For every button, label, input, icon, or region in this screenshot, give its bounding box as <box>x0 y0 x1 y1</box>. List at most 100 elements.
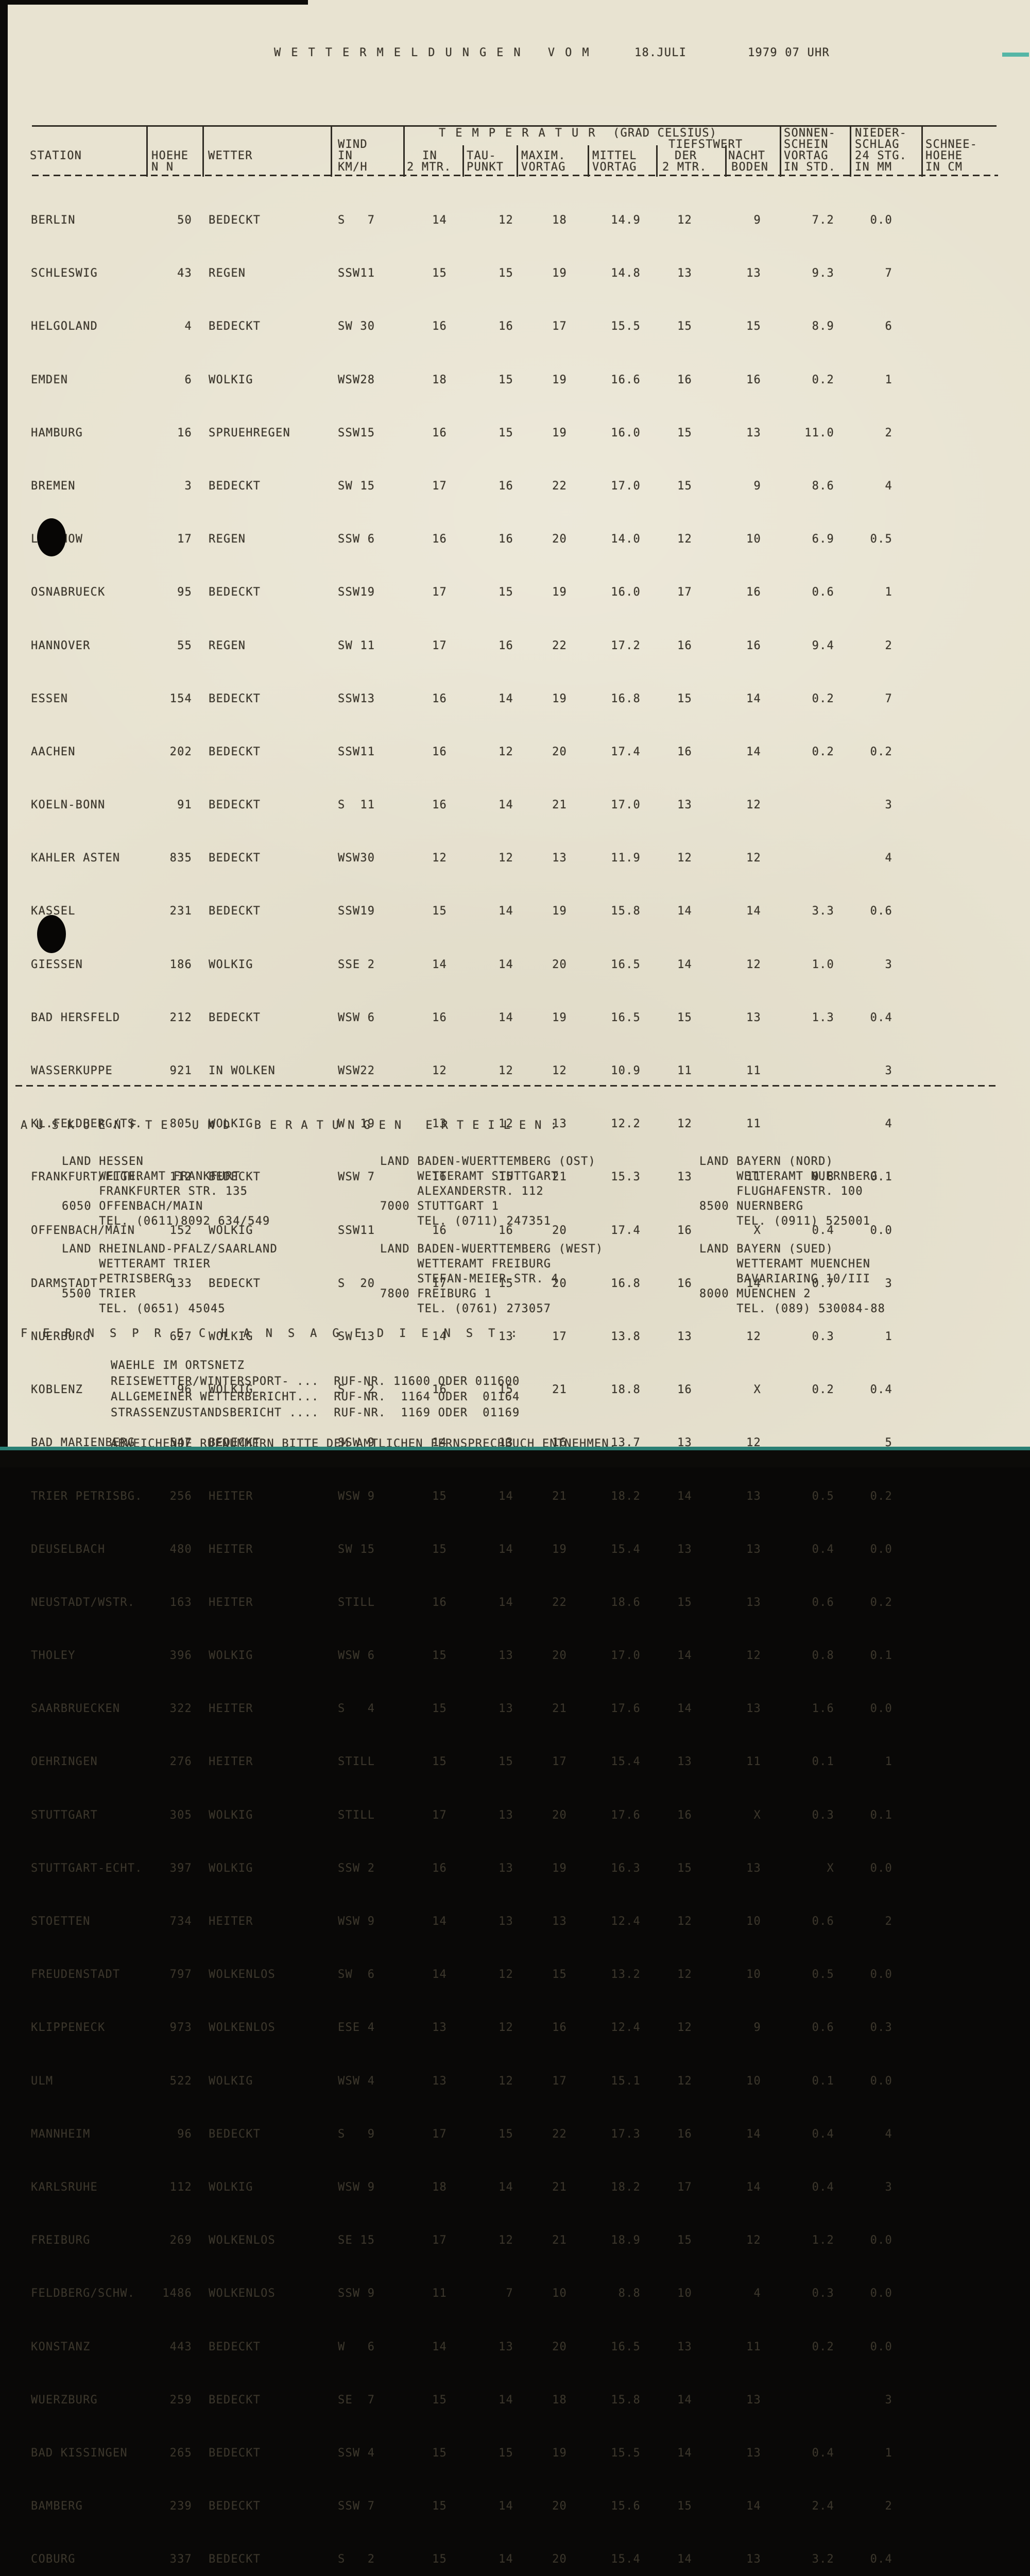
cell-wetter: BEDECKT <box>209 799 261 812</box>
cell-niederschlag: 0.0 <box>870 1702 892 1716</box>
cell-maxim-vortag: 20 <box>552 958 567 971</box>
cell-schneehoehe <box>921 1596 997 1610</box>
cell-tiefst-2mtr: 13 <box>677 799 692 812</box>
cell-wetter: BEDECKT <box>209 479 261 493</box>
table-row: BERLIN 50 BEDECKT S 7 14 12 18 14.9 12 9… <box>21 213 997 228</box>
cell-hoehe: 202 <box>169 745 192 758</box>
cell-taupunkt: 15 <box>499 2446 513 2460</box>
cell-hoehe: 3 <box>184 479 192 493</box>
cell-tiefst-2mtr: 12 <box>677 1915 692 1928</box>
cell-station: FREIBURG <box>31 2234 91 2247</box>
cell-maxim-vortag: 18 <box>552 2393 567 2406</box>
office-block-hessen: LAND HESSEN WETTERAMT FRANKFURT FRANKFUR… <box>62 1155 270 1228</box>
cell-sonnenschein: 2.4 <box>812 2500 834 2513</box>
cell-hoehe: 50 <box>177 214 192 227</box>
cell-station: STUTTGART <box>31 1808 98 1822</box>
table-row: KASSEL 231 BEDECKT SSW19 15 14 19 15.8 1… <box>21 904 997 919</box>
cell-schneehoehe <box>921 532 997 547</box>
cell-niederschlag: 2 <box>885 426 892 439</box>
cell-wind: SSW11 <box>338 267 375 280</box>
cell-nacht-boden: X <box>753 1224 761 1237</box>
cell-maxim-vortag: 17 <box>552 2074 567 2088</box>
cell-wetter: WOLKENLOS <box>209 2021 276 2035</box>
cell-sonnenschein: 3.2 <box>812 2553 834 2566</box>
cell-sonnenschein <box>780 1064 850 1078</box>
cell-wind: WSW 9 <box>338 1915 375 1928</box>
cell-station: KONSTANZ <box>31 2340 91 2353</box>
cell-tiefst-2mtr: 16 <box>677 2127 692 2141</box>
table-grid-line <box>921 125 923 177</box>
cell-tiefst-2mtr: 16 <box>677 1277 692 1290</box>
cell-schneehoehe <box>921 2074 997 2089</box>
cell-temp-2mtr: 14 <box>432 1330 447 1343</box>
cell-schneehoehe <box>921 266 997 281</box>
cell-temp-2mtr: 15 <box>432 1543 447 1556</box>
cell-hoehe: 397 <box>169 1861 192 1875</box>
cell-tiefst-2mtr: 14 <box>677 958 692 971</box>
col-header-in-2mtr: IN <box>422 149 437 162</box>
cell-wetter: BEDECKT <box>209 852 261 865</box>
cell-temp-2mtr: 17 <box>432 2234 447 2247</box>
cell-schneehoehe <box>921 1702 997 1716</box>
cell-tiefst-2mtr: 14 <box>677 1489 692 1503</box>
cell-niederschlag: 3 <box>885 2393 892 2406</box>
cell-temp-2mtr: 16 <box>432 799 447 812</box>
cell-maxim-vortag: 17 <box>552 1330 567 1343</box>
table-bottom-dashed-rule <box>15 1085 998 1087</box>
col-header-sonnenschein: IN STD. <box>784 161 836 174</box>
cell-station: BAD KISSINGEN <box>31 2446 128 2460</box>
cell-niederschlag: 6 <box>885 320 892 333</box>
cell-tiefst-2mtr: 12 <box>677 214 692 227</box>
cell-hoehe: 265 <box>169 2446 192 2460</box>
cell-station: FELDBERG/SCHW. <box>31 2287 135 2300</box>
cell-wetter: BEDECKT <box>209 1011 261 1024</box>
cell-wetter: BEDECKT <box>209 214 261 227</box>
cell-sonnenschein: 0.3 <box>812 2287 834 2300</box>
cell-temp-2mtr: 12 <box>432 1064 447 1077</box>
scan-edge-teal-line <box>0 1447 1030 1450</box>
cell-taupunkt: 14 <box>499 958 513 971</box>
cell-sonnenschein: 0.2 <box>812 692 834 705</box>
table-row: OEHRINGEN 276 HEITER STILL 15 15 17 15.4… <box>21 1755 997 1769</box>
cell-hoehe: 133 <box>169 1277 192 1290</box>
cell-nacht-boden: 14 <box>746 2127 761 2141</box>
cell-maxim-vortag: 21 <box>552 1171 567 1184</box>
cell-mittel-vortag: 16.5 <box>611 958 641 971</box>
cell-niederschlag: 2 <box>885 639 892 652</box>
cell-niederschlag: 0.0 <box>870 2234 892 2247</box>
cell-maxim-vortag: 20 <box>552 1224 567 1237</box>
cell-wind: SSW19 <box>338 586 375 599</box>
cell-tiefst-2mtr: 13 <box>677 1171 692 1184</box>
cell-niederschlag: 3 <box>885 1064 892 1077</box>
cell-niederschlag: 1 <box>885 586 892 599</box>
cell-mittel-vortag: 14.8 <box>611 267 641 280</box>
cell-mittel-vortag: 15.5 <box>611 320 641 333</box>
cell-wind: SSW11 <box>338 1224 375 1237</box>
cell-tiefst-2mtr: 15 <box>677 2500 692 2513</box>
cell-hoehe: 396 <box>169 1649 192 1663</box>
scan-edge-top <box>0 0 308 5</box>
table-row: KLIPPENECK 973 WOLKENLOS ESE 4 13 12 16 … <box>21 2021 997 2035</box>
cell-wind: S 20 <box>338 1277 375 1290</box>
cell-wetter: BEDECKT <box>209 320 261 333</box>
cell-niederschlag: 0.0 <box>870 1224 892 1237</box>
table-row: COBURG 337 BEDECKT S 2 15 14 20 15.4 14 … <box>21 2552 997 2567</box>
cell-schneehoehe <box>921 745 997 759</box>
cell-wind: SW 15 <box>338 1543 375 1556</box>
cell-taupunkt: 13 <box>499 2340 513 2353</box>
cell-wind: SSW 9 <box>338 2287 375 2300</box>
cell-station: STOETTEN <box>31 1915 91 1928</box>
cell-station: KARLSRUHE <box>31 2180 98 2194</box>
cell-taupunkt: 15 <box>499 1383 513 1397</box>
cell-wetter: WOLKENLOS <box>209 2234 276 2247</box>
cell-sonnenschein <box>780 1117 850 1131</box>
cell-schneehoehe <box>921 798 997 812</box>
col-header-schneehoehe: SCHNEE- <box>925 138 978 151</box>
cell-taupunkt: 15 <box>499 1171 513 1184</box>
cell-sonnenschein: 0.6 <box>812 2021 834 2035</box>
cell-tiefst-2mtr: 13 <box>677 1755 692 1769</box>
cell-sonnenschein: 6.9 <box>812 533 834 546</box>
cell-tiefst-2mtr: 14 <box>677 905 692 918</box>
cell-nacht-boden: 13 <box>746 2393 761 2406</box>
cell-tiefst-2mtr: 14 <box>677 2393 692 2406</box>
